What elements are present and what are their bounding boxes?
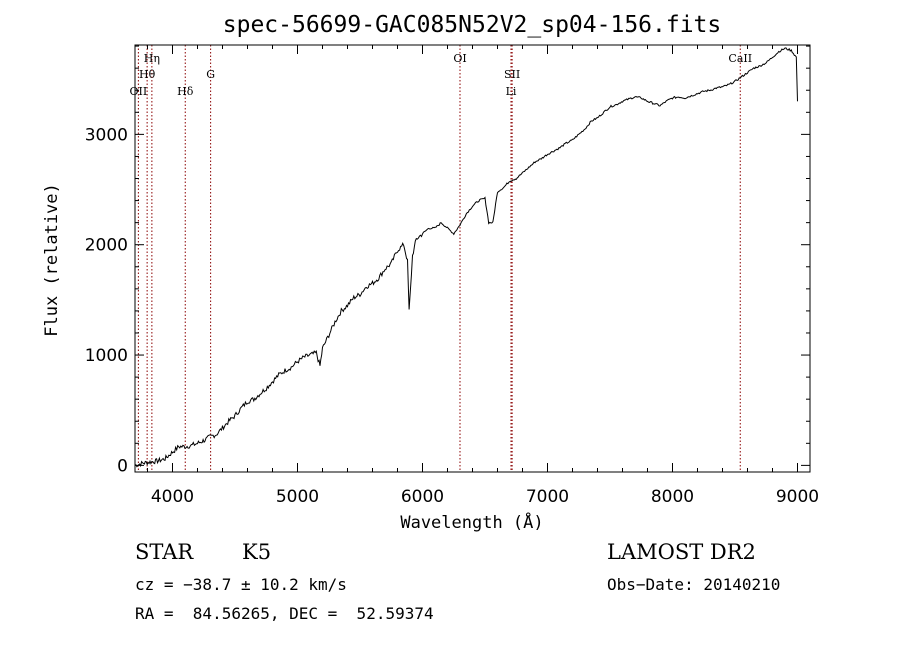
y-tick-label-3: 3000 [85,125,128,145]
x-tick-label-1: 5000 [276,487,319,507]
marker-label-2: OII [130,85,148,98]
x-tick-label-0: 4000 [151,487,194,507]
coordinates: RA = 84.56265, DEC = 52.59374 [135,604,434,623]
marker-label-3: Hδ [177,85,194,98]
marker-label-8: CaII [728,52,752,65]
y-tick-label-0: 0 [117,456,128,476]
object-class: STAR [135,540,194,564]
y-tick-label-1: 1000 [85,346,128,366]
marker-label-5: OI [453,52,466,65]
spectrum-series [134,47,798,468]
marker-label-0: Hη [144,52,160,65]
chart-title: spec-56699-GAC085N52V2_sp04-156.fits [223,12,722,38]
spectral-line-markers: Hη Hθ OII Hδ G OI SII Li CaII [130,45,752,472]
survey-name: LAMOST DR2 [607,540,756,564]
x-tick-label-5: 9000 [776,487,819,507]
plot-frame [134,44,811,473]
obs-date: Obs−Date: 20140210 [607,575,781,594]
marker-label-7: Li [506,85,517,98]
y-tick-label-2: 2000 [85,236,128,256]
y-axis-ticks: 0 1000 2000 3000 [85,45,810,476]
x-tick-label-4: 8000 [651,487,694,507]
redshift-readout: cz = −38.7 ± 10.2 km/s [135,575,347,594]
x-tick-label-2: 6000 [401,487,444,507]
marker-label-1: Hθ [139,68,156,81]
object-subclass: K5 [242,540,272,564]
spectrum-line [134,47,798,468]
y-axis-label: Flux (relative) [42,183,62,337]
marker-label-6: SII [504,68,520,81]
x-tick-label-3: 7000 [526,487,569,507]
x-axis-ticks: 4000 5000 6000 7000 8000 9000 [147,45,819,507]
marker-label-4: G [206,68,215,81]
x-axis-label: Wavelength (Å) [400,511,543,533]
